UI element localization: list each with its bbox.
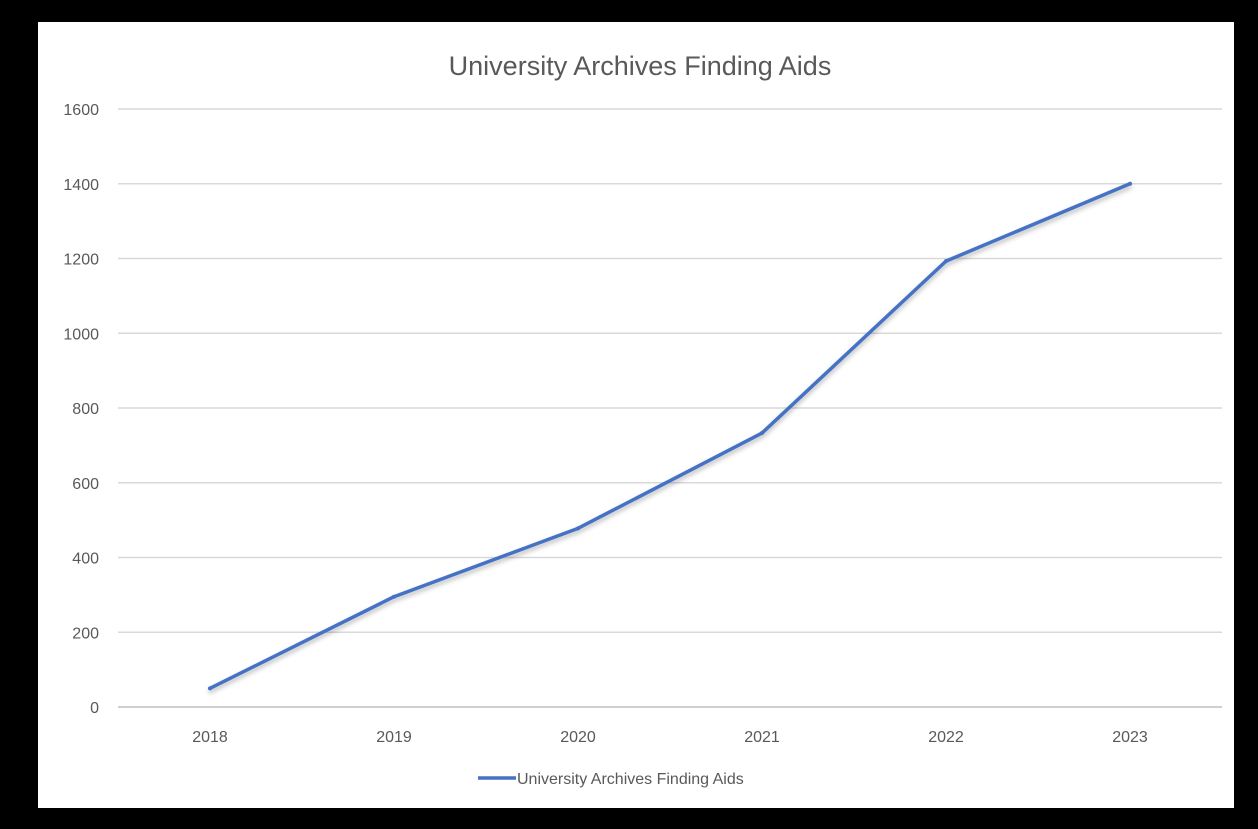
data-point bbox=[392, 594, 396, 599]
series-line bbox=[208, 182, 1132, 691]
data-point bbox=[760, 431, 764, 436]
y-tick-label: 1200 bbox=[63, 252, 99, 269]
y-tick-label: 800 bbox=[72, 401, 99, 418]
data-point bbox=[576, 526, 580, 531]
chart-title: University Archives Finding Aids bbox=[449, 51, 832, 81]
y-tick-label: 400 bbox=[72, 551, 99, 568]
y-tick-label: 200 bbox=[72, 625, 99, 642]
y-tick-label: 1400 bbox=[63, 177, 99, 194]
data-point bbox=[208, 686, 212, 691]
y-tick-label: 1600 bbox=[63, 102, 99, 119]
x-axis-tick-labels: 2018 2019 2020 2021 2022 2023 bbox=[192, 729, 1148, 746]
y-axis-tick-labels: 0 200 400 600 800 1000 1200 1400 1600 bbox=[63, 102, 99, 717]
y-tick-label: 600 bbox=[72, 476, 99, 493]
gridlines bbox=[118, 108, 1222, 708]
legend: University Archives Finding Aids bbox=[478, 771, 744, 788]
chart-panel bbox=[38, 22, 1234, 808]
x-tick-label: 2019 bbox=[376, 729, 412, 746]
x-tick-label: 2021 bbox=[744, 729, 780, 746]
x-tick-label: 2022 bbox=[928, 729, 964, 746]
y-tick-label: 1000 bbox=[63, 326, 99, 343]
x-tick-label: 2018 bbox=[192, 729, 228, 746]
series-layer bbox=[208, 181, 1132, 691]
x-tick-label: 2023 bbox=[1112, 729, 1148, 746]
legend-label: University Archives Finding Aids bbox=[517, 771, 744, 788]
x-tick-label: 2020 bbox=[560, 729, 596, 746]
data-point bbox=[1128, 181, 1132, 186]
y-tick-label: 0 bbox=[90, 700, 99, 717]
data-point bbox=[944, 259, 948, 264]
